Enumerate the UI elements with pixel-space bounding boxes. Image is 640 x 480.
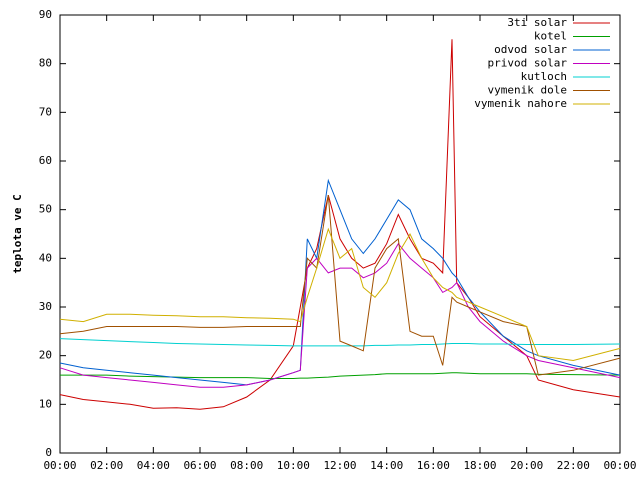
legend-label: kotel: [534, 30, 567, 43]
x-tick-label: 00:00: [43, 459, 76, 472]
series-line: [59, 227, 621, 362]
y-tick-label: 40: [39, 251, 52, 264]
y-tick-label: 50: [39, 203, 52, 216]
series-line: [59, 39, 621, 410]
legend-label: vymenik dole: [488, 84, 567, 97]
series-line: [59, 178, 621, 386]
x-tick-label: 22:00: [557, 459, 590, 472]
x-tick-label: 06:00: [183, 459, 216, 472]
y-tick-label: 70: [39, 105, 52, 118]
series-line: [59, 242, 621, 388]
series-line: [59, 338, 621, 347]
x-tick-label: 02:00: [90, 459, 123, 472]
series-line: [59, 195, 621, 376]
y-tick-label: 90: [39, 8, 52, 21]
y-axis-label: teplota ve C: [11, 194, 24, 273]
y-tick-label: 10: [39, 397, 52, 410]
x-tick-label: 18:00: [463, 459, 496, 472]
y-tick-label: 0: [45, 446, 52, 459]
y-tick-label: 30: [39, 300, 52, 313]
x-tick-label: 16:00: [417, 459, 450, 472]
legend-label: vymenik nahore: [474, 97, 567, 110]
series-line: [60, 372, 621, 379]
x-tick-label: 12:00: [323, 459, 356, 472]
legend-label: odvod solar: [494, 43, 567, 56]
legend-label: kutloch: [521, 70, 567, 83]
x-tick-label: 04:00: [137, 459, 170, 472]
x-tick-label: 14:00: [370, 459, 403, 472]
x-tick-label: 20:00: [510, 459, 543, 472]
y-tick-label: 60: [39, 154, 52, 167]
x-tick-label: 00:00: [603, 459, 636, 472]
legend-label: 3ti solar: [507, 16, 567, 29]
x-tick-label: 10:00: [277, 459, 310, 472]
x-tick-label: 08:00: [230, 459, 263, 472]
y-tick-label: 20: [39, 349, 52, 362]
legend-label: privod solar: [488, 57, 568, 70]
y-tick-label: 80: [39, 57, 52, 70]
